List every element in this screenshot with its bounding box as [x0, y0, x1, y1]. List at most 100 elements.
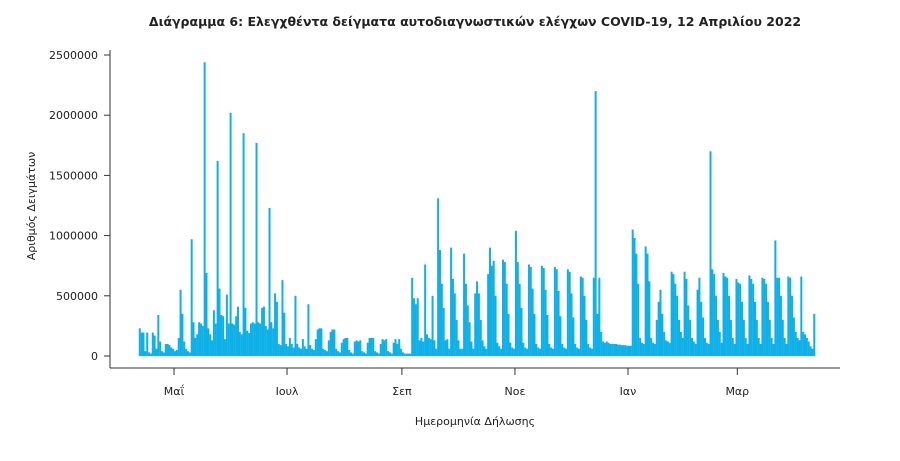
bar — [535, 343, 538, 356]
x-tick-label: Ιαν — [620, 385, 637, 398]
bar — [320, 328, 323, 356]
bar — [590, 348, 593, 356]
bar — [207, 328, 210, 356]
bar — [639, 337, 642, 356]
bar — [186, 351, 189, 356]
bar — [363, 352, 366, 356]
bar — [640, 342, 643, 356]
bar — [303, 346, 306, 356]
bar — [227, 323, 230, 356]
bar — [216, 160, 219, 356]
bar — [729, 319, 732, 356]
bar — [624, 345, 627, 356]
bar — [188, 352, 191, 356]
bar — [627, 345, 630, 356]
bar — [724, 276, 727, 356]
bar — [794, 331, 797, 356]
bar — [396, 343, 399, 356]
bar — [283, 312, 286, 356]
bar — [728, 295, 731, 356]
bar — [633, 238, 636, 356]
bar — [400, 348, 403, 356]
bar — [666, 341, 669, 356]
bar — [296, 343, 299, 356]
bar — [772, 343, 775, 356]
bar — [337, 351, 340, 356]
bar — [713, 274, 716, 356]
bar — [209, 334, 212, 356]
bar — [361, 351, 364, 356]
bar — [275, 301, 278, 356]
bar — [511, 347, 514, 356]
bar — [225, 294, 228, 356]
bar — [446, 339, 449, 356]
bar — [220, 315, 223, 356]
bar — [392, 342, 395, 356]
bar — [340, 342, 343, 356]
bar — [609, 343, 612, 356]
bar — [246, 330, 249, 356]
bar — [427, 337, 430, 356]
bar — [791, 295, 794, 356]
bar — [155, 348, 158, 356]
bar — [796, 337, 799, 356]
bar — [224, 339, 227, 356]
bar — [577, 348, 580, 356]
bar — [140, 332, 143, 356]
bar — [244, 307, 247, 356]
bar — [185, 348, 188, 356]
bar — [300, 348, 302, 356]
bar — [314, 339, 317, 356]
bar — [678, 319, 681, 356]
bar — [201, 325, 204, 356]
bar — [676, 295, 679, 356]
bar — [194, 337, 197, 356]
bar — [605, 341, 608, 356]
x-ticks: Μαΐ Ιουλ Σεπ Νοε Ιαν Μαρ — [164, 368, 749, 398]
y-tick-label: 1000000 — [49, 230, 98, 243]
bar — [259, 323, 262, 356]
bar — [459, 348, 462, 356]
bar — [490, 265, 493, 356]
bar — [501, 259, 504, 356]
bar — [433, 340, 436, 356]
bar — [618, 344, 621, 356]
bar — [461, 348, 464, 356]
bar — [607, 342, 610, 356]
bar — [600, 331, 603, 356]
bar — [438, 250, 441, 356]
bar — [379, 343, 382, 356]
bar — [290, 343, 293, 356]
bar — [622, 345, 625, 356]
bar — [333, 329, 336, 356]
bar — [559, 316, 562, 356]
bar — [570, 293, 573, 356]
bar — [312, 349, 315, 356]
bar — [596, 313, 599, 356]
bar — [318, 328, 321, 356]
bar — [659, 289, 662, 356]
bar — [594, 91, 597, 357]
bar — [483, 346, 486, 356]
bar — [694, 343, 697, 356]
bar — [603, 342, 606, 356]
bar — [750, 278, 753, 356]
bar — [496, 342, 499, 356]
bar — [568, 271, 571, 356]
bar — [581, 277, 584, 356]
bar — [464, 283, 467, 356]
bar — [287, 346, 290, 356]
bar — [274, 293, 277, 356]
bar — [778, 277, 781, 356]
bar — [653, 343, 656, 356]
bar — [505, 283, 508, 356]
bar — [550, 347, 553, 356]
bar — [765, 283, 768, 356]
bar — [470, 341, 473, 356]
bar — [813, 313, 816, 356]
bar — [768, 319, 771, 356]
bar — [262, 306, 265, 356]
bar — [268, 207, 271, 356]
bar — [364, 353, 367, 356]
bar — [424, 264, 427, 356]
